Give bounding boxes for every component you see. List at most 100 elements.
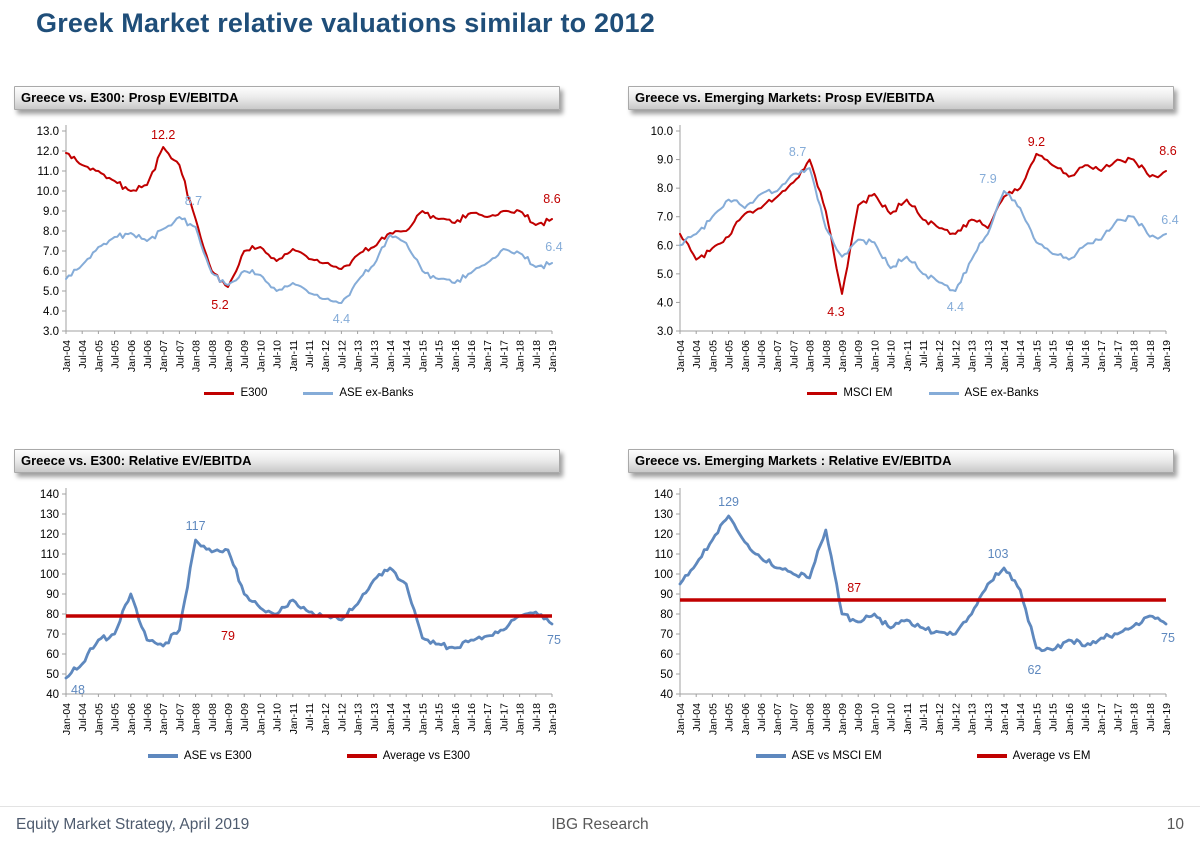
x-tick-label: Jul-10 (886, 703, 898, 732)
data-label: 8.6 (1159, 144, 1176, 158)
data-label: 6.4 (1161, 213, 1178, 227)
y-tick-label: 8.0 (43, 226, 59, 238)
x-tick-label: Jul-12 (950, 703, 962, 732)
y-tick-label: 140 (654, 489, 673, 501)
chart-relative-ev-ebitda-e300: 40 50 60 70 80 90 100 110 120 130 140 Jan-04 Jul-04 J… (40, 488, 561, 735)
chart-header: Greece vs. E300: Relative EV/EBITDA (14, 449, 560, 473)
x-tick-label: Jul-07 (788, 340, 800, 369)
x-tick-label: Jan-16 (450, 703, 462, 735)
y-tick-label: 4.0 (43, 306, 59, 318)
x-tick-label: Jan-15 (417, 703, 429, 735)
legend-item: MSCI EM (807, 387, 893, 399)
legend-item: ASE vs E300 (147, 750, 252, 762)
data-label: 48 (71, 683, 85, 697)
y-tick-label: 10.0 (37, 186, 59, 198)
y-tick-label: 6.0 (657, 240, 673, 252)
x-tick-label: Jul-11 (304, 340, 316, 368)
x-tick-label: Jan-14 (385, 703, 397, 735)
x-tick-label: Jul-10 (886, 340, 898, 369)
chart-prosp-ev-ebitda-e300: 3.0 4.0 5.0 6.0 7.0 8.0 9.0 10.0 11.0 12.0 13.0 Jan… (37, 125, 563, 372)
x-tick-label: Jul-14 (1015, 703, 1027, 732)
legend-item: Average vs EM (976, 750, 1091, 762)
legend-label: ASE ex-Banks (964, 387, 1039, 399)
y-tick-label: 3.0 (43, 326, 59, 338)
x-tick-label: Jan-15 (1031, 703, 1043, 735)
chart-header: Greece vs. Emerging Markets: Prosp EV/EB… (628, 86, 1174, 110)
x-tick-label: Jan-15 (417, 340, 429, 372)
x-tick-label: Jul-13 (983, 703, 995, 732)
x-tick-label: Jan-18 (515, 703, 527, 735)
x-tick-label: Jul-13 (369, 340, 381, 369)
x-tick-label: Jul-12 (336, 340, 348, 369)
x-tick-label: Jan-12 (934, 703, 946, 735)
legend-label: ASE vs E300 (183, 750, 252, 762)
x-tick-label: Jan-14 (385, 340, 397, 372)
x-tick-label: Jan-11 (902, 703, 914, 734)
x-tick-label: Jan-17 (1096, 703, 1108, 735)
panel-greece-vs-e300-prosp: Greece vs. E300: Prosp EV/EBITDA 3.0 4.0 5… (14, 86, 563, 399)
x-tick-label: Jul-13 (983, 340, 995, 369)
x-tick-label: Jul-13 (369, 703, 381, 732)
x-tick-label: Jul-07 (174, 703, 186, 732)
x-tick-label: Jul-08 (207, 340, 219, 369)
x-tick-label: Jul-11 (304, 703, 316, 731)
x-tick-label: Jul-16 (466, 340, 478, 369)
x-tick-label: Jan-16 (1064, 340, 1076, 372)
x-tick-label: Jan-11 (288, 703, 300, 734)
x-tick-label: Jul-09 (853, 340, 865, 369)
legend-label: ASE vs MSCI EM (791, 750, 882, 762)
legend-line-sample (807, 391, 838, 395)
x-tick-label: Jan-10 (869, 703, 881, 735)
y-tick-label: 9.0 (43, 206, 59, 218)
x-tick-label: Jan-08 (191, 703, 203, 735)
data-label: 7.9 (979, 172, 996, 186)
legend-item: E300 (204, 387, 267, 399)
legend-line-sample (303, 391, 334, 395)
series-line (679, 152, 1167, 295)
data-label: 75 (547, 633, 561, 647)
legend-item: ASE ex-Banks (303, 387, 414, 399)
legend-line-sample (928, 391, 959, 395)
x-tick-label: Jul-06 (756, 703, 768, 732)
y-tick-label: 13.0 (37, 126, 59, 138)
x-tick-label: Jan-17 (482, 703, 494, 735)
x-tick-label: Jul-04 (691, 340, 703, 369)
chart-header: Greece vs. E300: Prosp EV/EBITDA (14, 86, 560, 110)
y-tick-label: 90 (660, 589, 673, 601)
y-tick-label: 100 (654, 569, 673, 581)
data-label: 79 (221, 629, 235, 643)
y-tick-label: 4.0 (657, 297, 673, 309)
y-tick-label: 9.0 (657, 155, 673, 167)
y-tick-label: 80 (660, 609, 673, 621)
x-tick-label: Jul-04 (77, 340, 89, 369)
x-tick-label: Jan-08 (805, 703, 817, 735)
x-tick-label: Jan-09 (837, 703, 849, 735)
legend-label: Average vs E300 (382, 750, 471, 762)
y-tick-label: 140 (40, 489, 59, 501)
legend-item: Average vs E300 (346, 750, 471, 762)
y-tick-label: 80 (46, 609, 59, 621)
x-tick-label: Jan-05 (93, 703, 105, 735)
x-tick-label: Jan-06 (740, 340, 752, 372)
y-tick-label: 8.0 (657, 183, 673, 195)
x-tick-label: Jan-11 (902, 340, 914, 371)
x-tick-label: Jan-04 (675, 340, 687, 372)
legend-item: ASE ex-Banks (928, 387, 1039, 399)
y-tick-label: 60 (660, 649, 673, 661)
x-tick-label: Jul-14 (401, 340, 413, 369)
x-tick-label: Jan-14 (999, 340, 1011, 372)
data-label: 103 (988, 547, 1009, 561)
x-tick-label: Jan-15 (1031, 340, 1043, 372)
x-tick-label: Jan-12 (320, 340, 332, 372)
x-tick-label: Jul-11 (918, 703, 930, 731)
y-tick-label: 40 (46, 689, 59, 701)
x-tick-label: Jan-19 (1161, 340, 1173, 372)
x-tick-label: Jan-04 (61, 340, 73, 372)
y-tick-label: 40 (660, 689, 673, 701)
x-tick-label: Jan-18 (1129, 340, 1141, 372)
data-label: 6.4 (545, 240, 562, 254)
y-tick-label: 5.0 (43, 286, 59, 298)
legend-label: Average vs EM (1012, 750, 1091, 762)
page-number: 10 (1166, 816, 1184, 833)
y-tick-label: 110 (655, 549, 673, 561)
